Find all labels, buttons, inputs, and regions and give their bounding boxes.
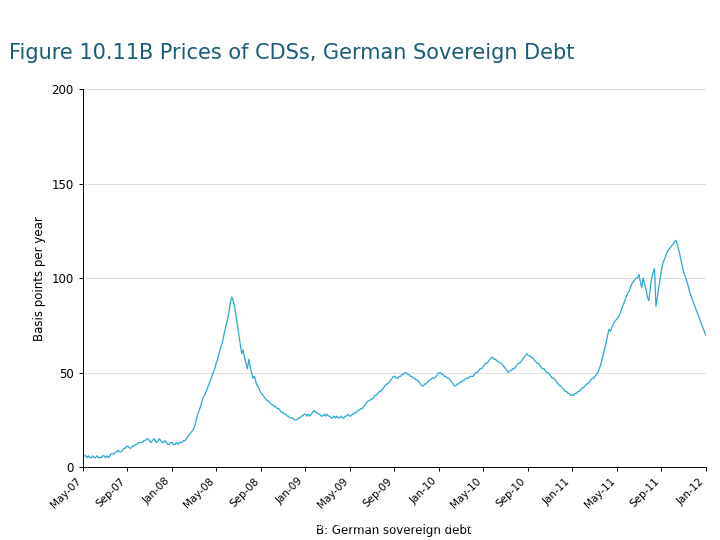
X-axis label: B: German sovereign debt: B: German sovereign debt (316, 524, 472, 537)
Y-axis label: Basis points per year: Basis points per year (33, 215, 46, 341)
Text: 42: 42 (702, 519, 719, 532)
Text: Figure 10.11B Prices of CDSs, German Sovereign Debt: Figure 10.11B Prices of CDSs, German Sov… (9, 43, 574, 63)
Text: Copyright © 2017  McGraw-Hill Education. All rights reserved. No reproduction or: Copyright © 2017 McGraw-Hill Education. … (6, 523, 544, 529)
